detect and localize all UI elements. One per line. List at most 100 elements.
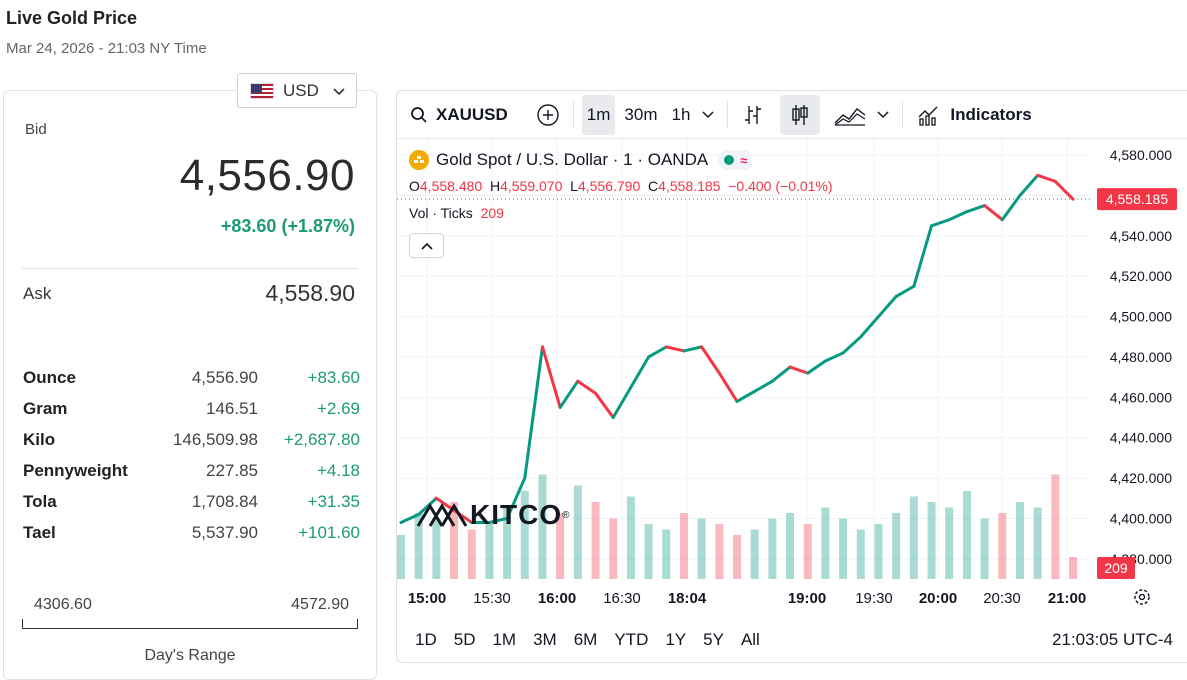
price-segment bbox=[594, 391, 615, 420]
volume-bar bbox=[1015, 502, 1024, 579]
volume-bar bbox=[874, 524, 883, 579]
timestamp: Mar 24, 2026 - 21:03 NY Time bbox=[6, 40, 207, 57]
symbol-search[interactable]: XAUUSD bbox=[405, 95, 513, 135]
range-1y[interactable]: 1Y bbox=[665, 630, 687, 649]
price-segment bbox=[770, 365, 792, 383]
volume-bar bbox=[679, 513, 688, 579]
price-segment bbox=[823, 351, 845, 363]
unit-change: +83.60 bbox=[307, 367, 360, 387]
indicators-button[interactable]: Indicators bbox=[911, 95, 1036, 135]
volume-bar bbox=[927, 502, 936, 579]
range-3m[interactable]: 3M bbox=[533, 630, 557, 649]
collapse-legend-button[interactable] bbox=[409, 233, 444, 258]
close-label: C bbox=[648, 178, 659, 194]
x-tick-label: 20:00 bbox=[919, 590, 957, 607]
ohlc-bars-icon bbox=[745, 105, 762, 124]
range-ytd[interactable]: YTD bbox=[614, 630, 649, 649]
ask-label: Ask bbox=[23, 284, 52, 303]
kitco-text: KITCO bbox=[470, 499, 563, 530]
price-segment bbox=[1053, 179, 1075, 201]
settings-gear-icon[interactable] bbox=[1134, 589, 1150, 605]
x-tick-label: 15:30 bbox=[473, 590, 511, 607]
bars-style-button[interactable] bbox=[736, 95, 770, 135]
kitco-logo-icon bbox=[416, 503, 468, 527]
interval-30m[interactable]: 30m bbox=[624, 104, 658, 124]
high-value: 4,559.070 bbox=[500, 178, 563, 194]
unit-name: Pennyweight bbox=[23, 460, 128, 480]
price-segment bbox=[983, 204, 1004, 222]
currency-dropdown[interactable]: USD bbox=[237, 73, 357, 108]
volume-bar bbox=[556, 513, 565, 579]
y-tick-label: 4,520.000 bbox=[1110, 268, 1172, 284]
symbol-label: XAUUSD bbox=[436, 104, 508, 124]
price-segment bbox=[912, 224, 934, 288]
volume-bar bbox=[892, 513, 901, 579]
legend-sep: / bbox=[516, 150, 522, 169]
day-range-label: Day's Range bbox=[144, 647, 236, 664]
market-status-pill[interactable]: ≈ bbox=[718, 150, 754, 170]
volume-bar bbox=[626, 496, 635, 579]
y-tick-label: 4,400.000 bbox=[1110, 510, 1172, 526]
chart-type-dropdown[interactable] bbox=[872, 95, 894, 135]
price-segment bbox=[717, 371, 739, 403]
legend-dot: · bbox=[637, 150, 644, 169]
unit-row: Kilo 146,509.98 +2,687.80 bbox=[23, 424, 360, 455]
low-value: 4,556.790 bbox=[577, 178, 641, 194]
range-bar: 1D 5D 1M 3M 6M YTD 1Y 5Y All 21:03:05 UT… bbox=[397, 615, 1187, 662]
price-segment bbox=[735, 389, 757, 403]
volume-bar bbox=[1069, 557, 1077, 579]
price-panel: Bid 4,556.90 +83.60 (+1.87%) Ask 4,558.9… bbox=[3, 90, 377, 680]
unit-row: Pennyweight 227.85 +4.18 bbox=[23, 455, 360, 486]
interval-dropdown[interactable] bbox=[697, 95, 719, 135]
range-5y[interactable]: 5Y bbox=[703, 630, 724, 649]
bid-label: Bid bbox=[25, 121, 47, 138]
unit-change: +2,687.80 bbox=[283, 429, 360, 449]
volume-bar bbox=[839, 518, 848, 579]
price-segment bbox=[930, 218, 951, 228]
range-1d[interactable]: 1D bbox=[415, 630, 437, 649]
day-range-bar bbox=[22, 619, 358, 629]
volume-bar bbox=[733, 535, 741, 579]
price-segment bbox=[965, 204, 987, 214]
candlestick-icon bbox=[792, 104, 809, 125]
volume-bar bbox=[573, 485, 582, 579]
price-segment bbox=[399, 512, 421, 524]
price-segment bbox=[664, 345, 686, 353]
unit-row: Gram 146.51 +2.69 bbox=[23, 393, 360, 424]
range-5d[interactable]: 5D bbox=[453, 630, 476, 649]
y-tick-label: 4,500.000 bbox=[1110, 309, 1172, 325]
range-6m[interactable]: 6M bbox=[573, 630, 598, 649]
unit-row: Ounce 4,556.90 +83.60 bbox=[23, 362, 360, 393]
interval-1m[interactable]: 1m bbox=[581, 94, 616, 135]
price-segment bbox=[876, 294, 898, 319]
unit-name: Kilo bbox=[23, 429, 56, 449]
compare-button[interactable] bbox=[531, 95, 565, 135]
chart-toolbar: XAUUSD 1m 30m 1h Indicators bbox=[397, 91, 1187, 139]
search-icon bbox=[411, 106, 427, 123]
range-all[interactable]: All bbox=[740, 630, 760, 649]
volume-bar bbox=[786, 513, 795, 579]
unit-row: Tael 5,537.90 +101.60 bbox=[23, 517, 360, 548]
divider bbox=[22, 268, 358, 269]
area-style-button[interactable] bbox=[828, 95, 872, 135]
unit-price-table: Ounce 4,556.90 +83.60 Gram 146.51 +2.69 Kilo… bbox=[23, 362, 360, 548]
last-price-label: 4,558.185 bbox=[1106, 191, 1168, 207]
price-segment bbox=[682, 345, 704, 353]
price-segment bbox=[1018, 173, 1040, 198]
candles-style-button[interactable] bbox=[780, 94, 821, 135]
volume-bar bbox=[662, 529, 671, 579]
range-1m[interactable]: 1M bbox=[492, 630, 517, 649]
bid-change: +83.60 (+1.87%) bbox=[220, 216, 355, 236]
price-chart[interactable]: 4,380.0004,400.0004,420.0004,440.0004,46… bbox=[397, 139, 1187, 623]
high-label: H bbox=[489, 178, 501, 194]
volume-label: Vol · Ticks bbox=[409, 205, 473, 221]
day-range-high: 4572.90 bbox=[291, 596, 349, 613]
legend-interval: 1 bbox=[623, 150, 633, 169]
unit-price: 5,537.90 bbox=[191, 522, 258, 542]
price-segment bbox=[505, 476, 527, 520]
unit-price: 227.85 bbox=[206, 460, 258, 480]
last-volume-label: 209 bbox=[1104, 560, 1128, 576]
interval-1h[interactable]: 1h bbox=[671, 104, 691, 124]
close-value: 4,558.185 bbox=[658, 178, 721, 194]
price-segment bbox=[841, 335, 863, 355]
